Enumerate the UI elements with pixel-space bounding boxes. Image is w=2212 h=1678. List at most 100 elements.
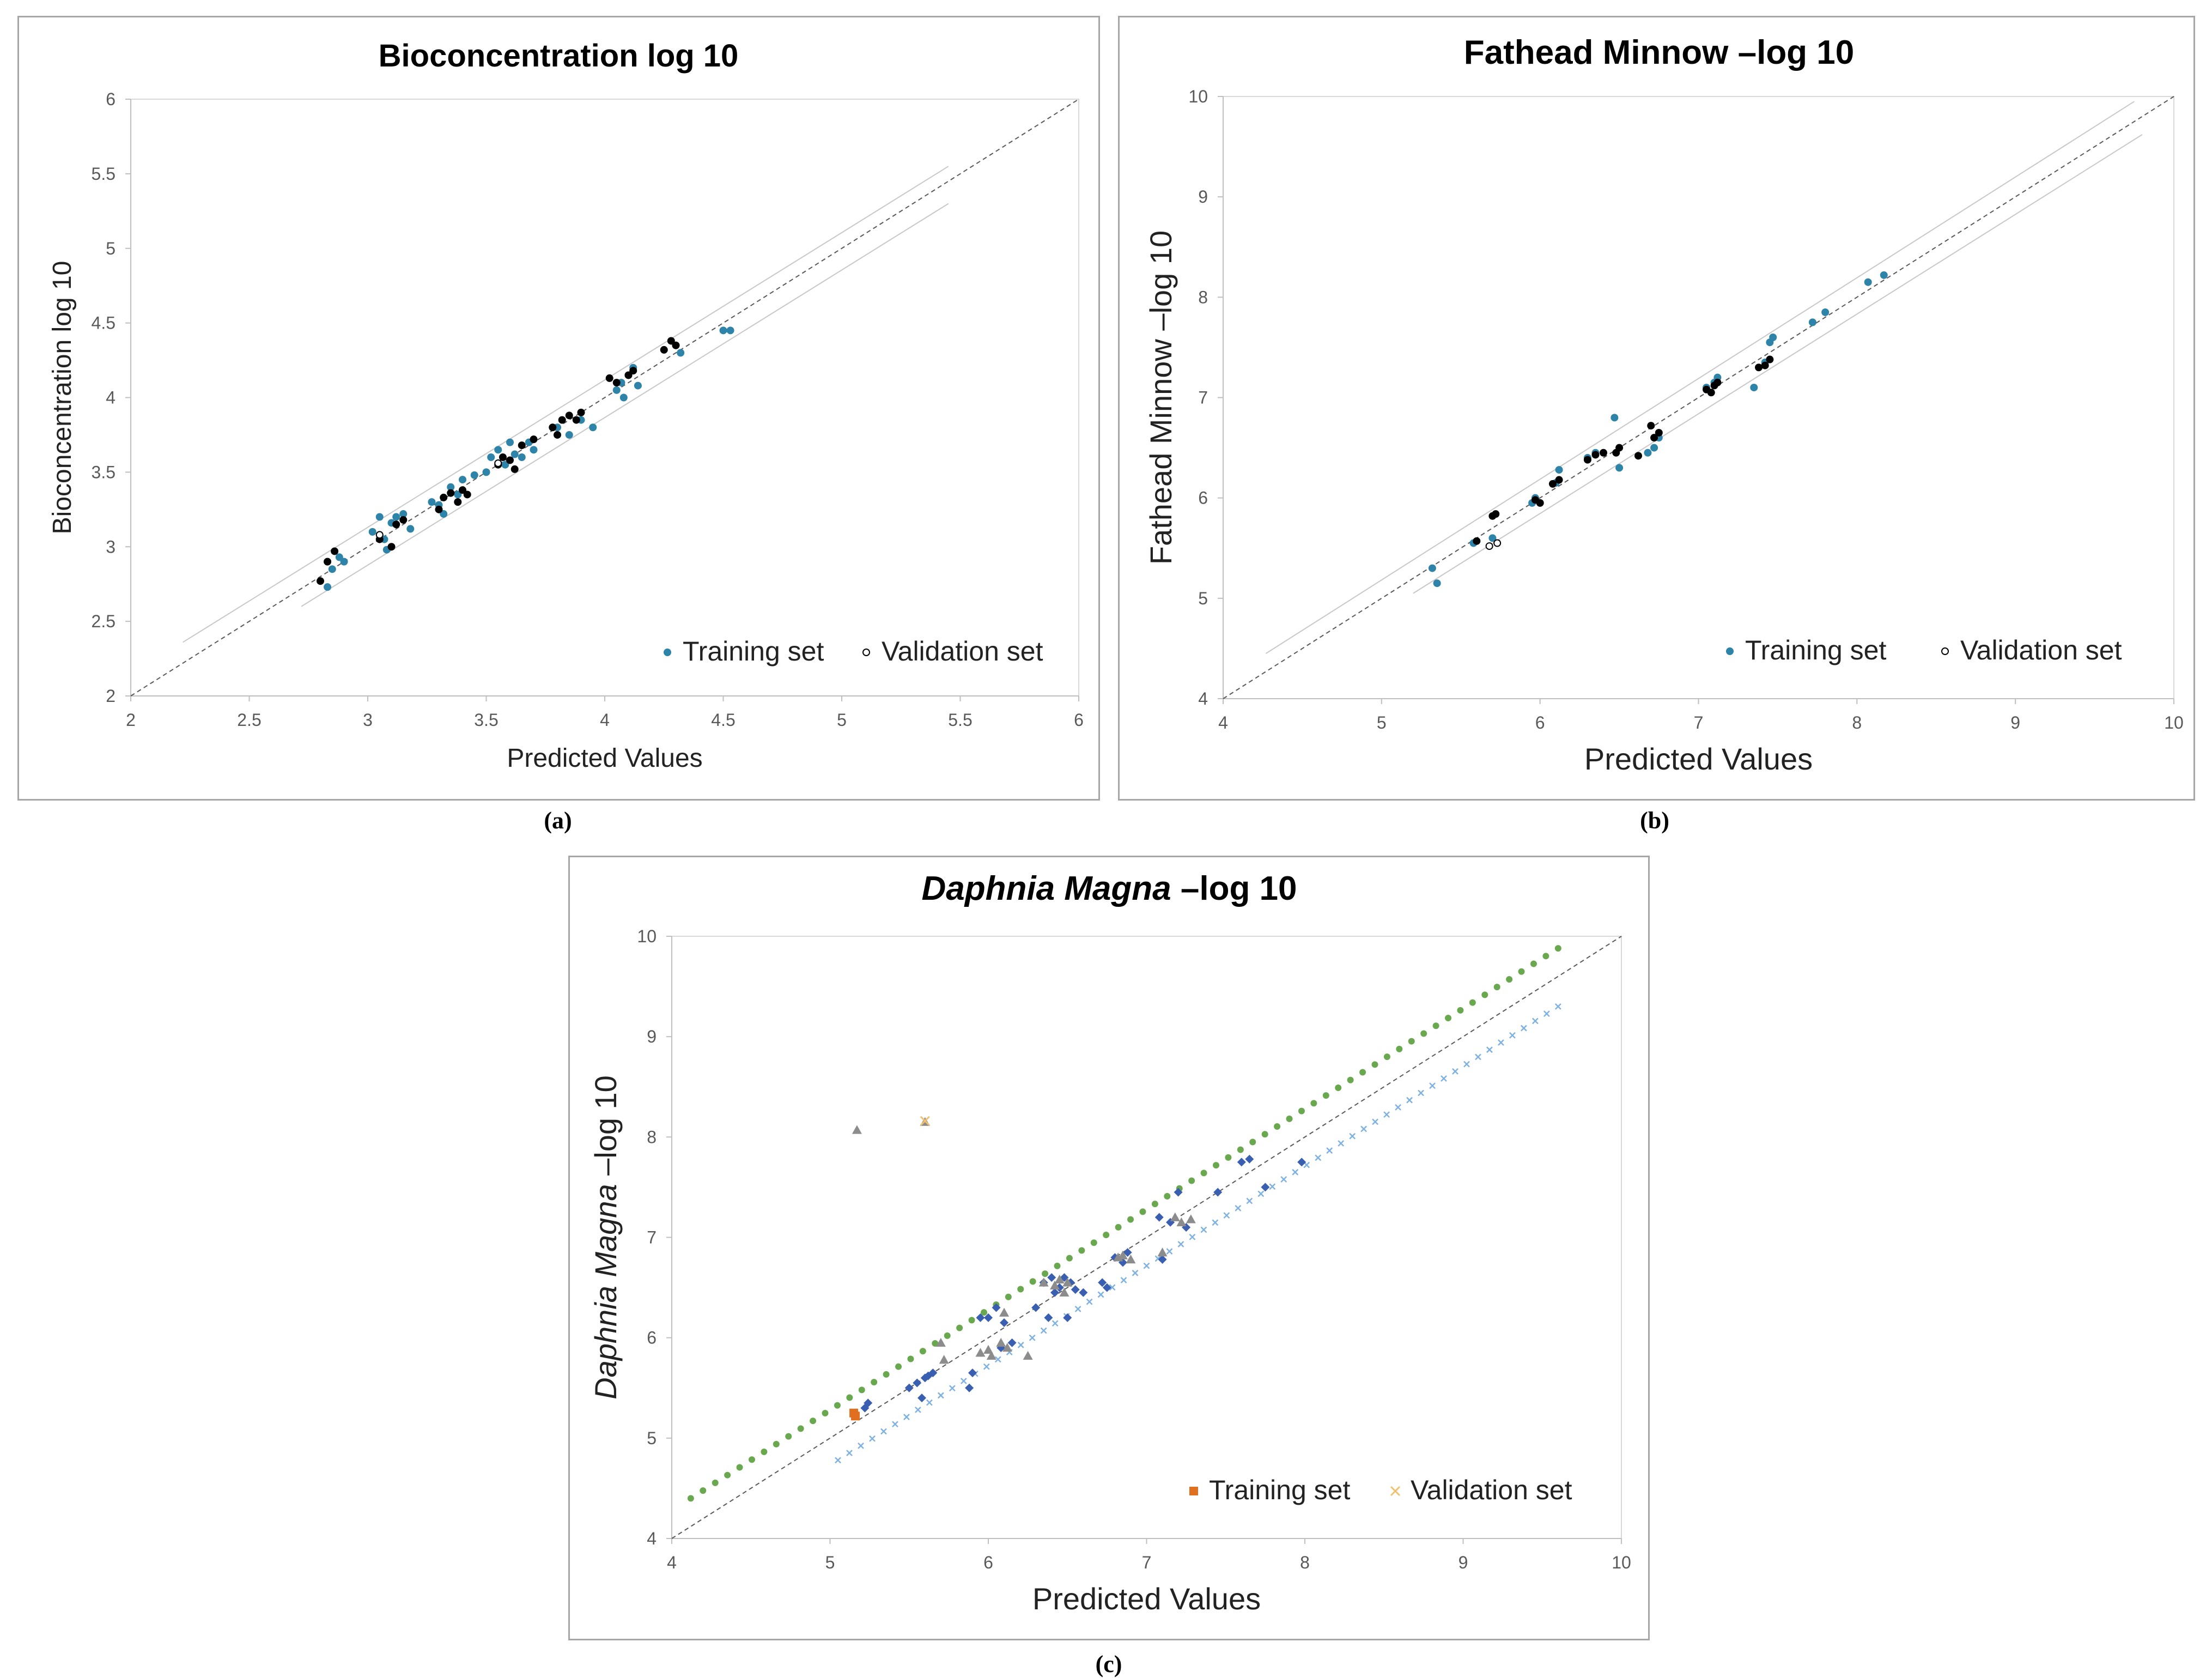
data-point [920, 1373, 929, 1383]
data-point [506, 456, 514, 464]
lower-bound-point [1017, 1342, 1024, 1348]
upper-bound-point [1469, 999, 1476, 1006]
chart-panel-daphnia-magna: Daphnia Magna –log 10 4 5 6 7 8 9 10 4 5 6 7 8 9 10 Pre… [568, 856, 1650, 1640]
x-axis-label: Predicted Values [1032, 1582, 1261, 1616]
legend-marker [1189, 1487, 1198, 1495]
data-point [983, 1344, 993, 1354]
data-point [986, 1350, 996, 1360]
lower-bound-point [1029, 1334, 1036, 1341]
y-tick-label: 7 [1198, 388, 1208, 408]
y-axis-label: Daphnia Magna –log 10 [588, 1075, 623, 1400]
lower-bound-point [1097, 1291, 1104, 1298]
lower-bound-point [1349, 1132, 1356, 1140]
x-tick-label: 10 [1612, 1553, 1631, 1572]
upper-bound-point [1225, 1154, 1232, 1161]
upper-bound-point [1274, 1123, 1281, 1130]
lower-bound-point [1509, 1032, 1516, 1039]
data-point [324, 583, 332, 591]
upper-bound-point [1249, 1138, 1256, 1146]
lower-bound-point [1280, 1176, 1287, 1183]
data-point [1176, 1217, 1187, 1227]
data-point [672, 341, 680, 349]
upper-bound-point [956, 1324, 963, 1331]
data-point [482, 468, 490, 476]
y-tick-label: 5 [1198, 589, 1208, 608]
upper-bound-point [895, 1363, 902, 1370]
upper-bound-point [1383, 1053, 1390, 1061]
x-tick-label: 5 [837, 710, 847, 730]
lower-bound-point [892, 1421, 898, 1428]
data-point [1117, 1250, 1128, 1259]
lower-bound-point [1406, 1097, 1413, 1104]
upper-bound-point [1139, 1208, 1146, 1215]
data-point [1047, 1273, 1056, 1282]
lower-bound-point [1429, 1082, 1436, 1089]
lower-bound-point [1486, 1046, 1493, 1053]
data-point [1050, 1288, 1060, 1297]
data-point [864, 1398, 873, 1408]
upper-bound-point [1420, 1030, 1427, 1037]
data-point [1769, 334, 1777, 341]
data-point [1493, 539, 1502, 547]
lower-bound-point [1166, 1248, 1173, 1255]
data-point [1647, 422, 1655, 430]
data-point [1054, 1274, 1065, 1284]
x-tick-label: 2 [126, 710, 136, 730]
y-tick-label: 9 [647, 1027, 657, 1046]
data-point [612, 379, 621, 387]
y-axis-label: Bioconcentration log 10 [48, 261, 77, 535]
data-point [1548, 480, 1557, 488]
x-tick-label: 8 [1300, 1553, 1310, 1572]
data-point [328, 565, 336, 573]
data-point [1174, 1188, 1183, 1197]
data-point [518, 441, 526, 450]
legend-label: Validation set [882, 636, 1043, 667]
reference-line-lower-bound [1413, 134, 2143, 594]
lower-bound-point [1052, 1320, 1059, 1327]
data-point [447, 489, 455, 497]
data-point [331, 547, 339, 555]
data-point [440, 510, 448, 518]
x-tick-label: 6 [1074, 710, 1084, 730]
lower-bound-point [1120, 1277, 1127, 1283]
data-point [406, 525, 415, 533]
upper-bound-point [1335, 1084, 1342, 1091]
y-tick-label: 9 [1198, 187, 1208, 207]
data-point [577, 408, 585, 416]
lower-bound-point [949, 1385, 956, 1392]
upper-bound-point [1042, 1270, 1049, 1277]
x-tick-label: 4.5 [711, 710, 735, 730]
data-point [506, 438, 514, 446]
data-point [501, 461, 509, 469]
data-point [454, 490, 462, 499]
data-point [1634, 452, 1642, 460]
legend-marker [862, 649, 870, 656]
data-point [447, 483, 455, 491]
y-tick-label: 8 [1198, 287, 1208, 307]
legend-label: Training set [683, 636, 824, 667]
lower-bound-point [937, 1392, 944, 1399]
data-point [565, 411, 573, 420]
upper-bound-point [1029, 1278, 1036, 1285]
data-point [530, 446, 538, 454]
upper-bound-point [932, 1340, 939, 1347]
lower-bound-point [960, 1378, 967, 1384]
legend-marker [1726, 647, 1734, 655]
data-point [612, 386, 621, 394]
x-tick-label: 2.5 [237, 710, 261, 730]
data-point [634, 381, 642, 390]
upper-bound-point [1396, 1045, 1403, 1052]
data-point [1880, 271, 1888, 279]
data-point [996, 1337, 1006, 1347]
data-point [1492, 510, 1500, 518]
lower-bound-point [1040, 1327, 1047, 1334]
data-point [935, 1337, 946, 1347]
lower-bound-point [1269, 1183, 1276, 1190]
legend-marker [664, 649, 671, 656]
y-axis-label: Fathead Minnow –log 10 [1144, 231, 1178, 565]
y-tick-label: 6 [647, 1328, 657, 1348]
legend-label: Training set [1209, 1475, 1350, 1505]
data-point [629, 367, 637, 375]
data-point [917, 1394, 926, 1403]
upper-bound-point [822, 1409, 829, 1416]
